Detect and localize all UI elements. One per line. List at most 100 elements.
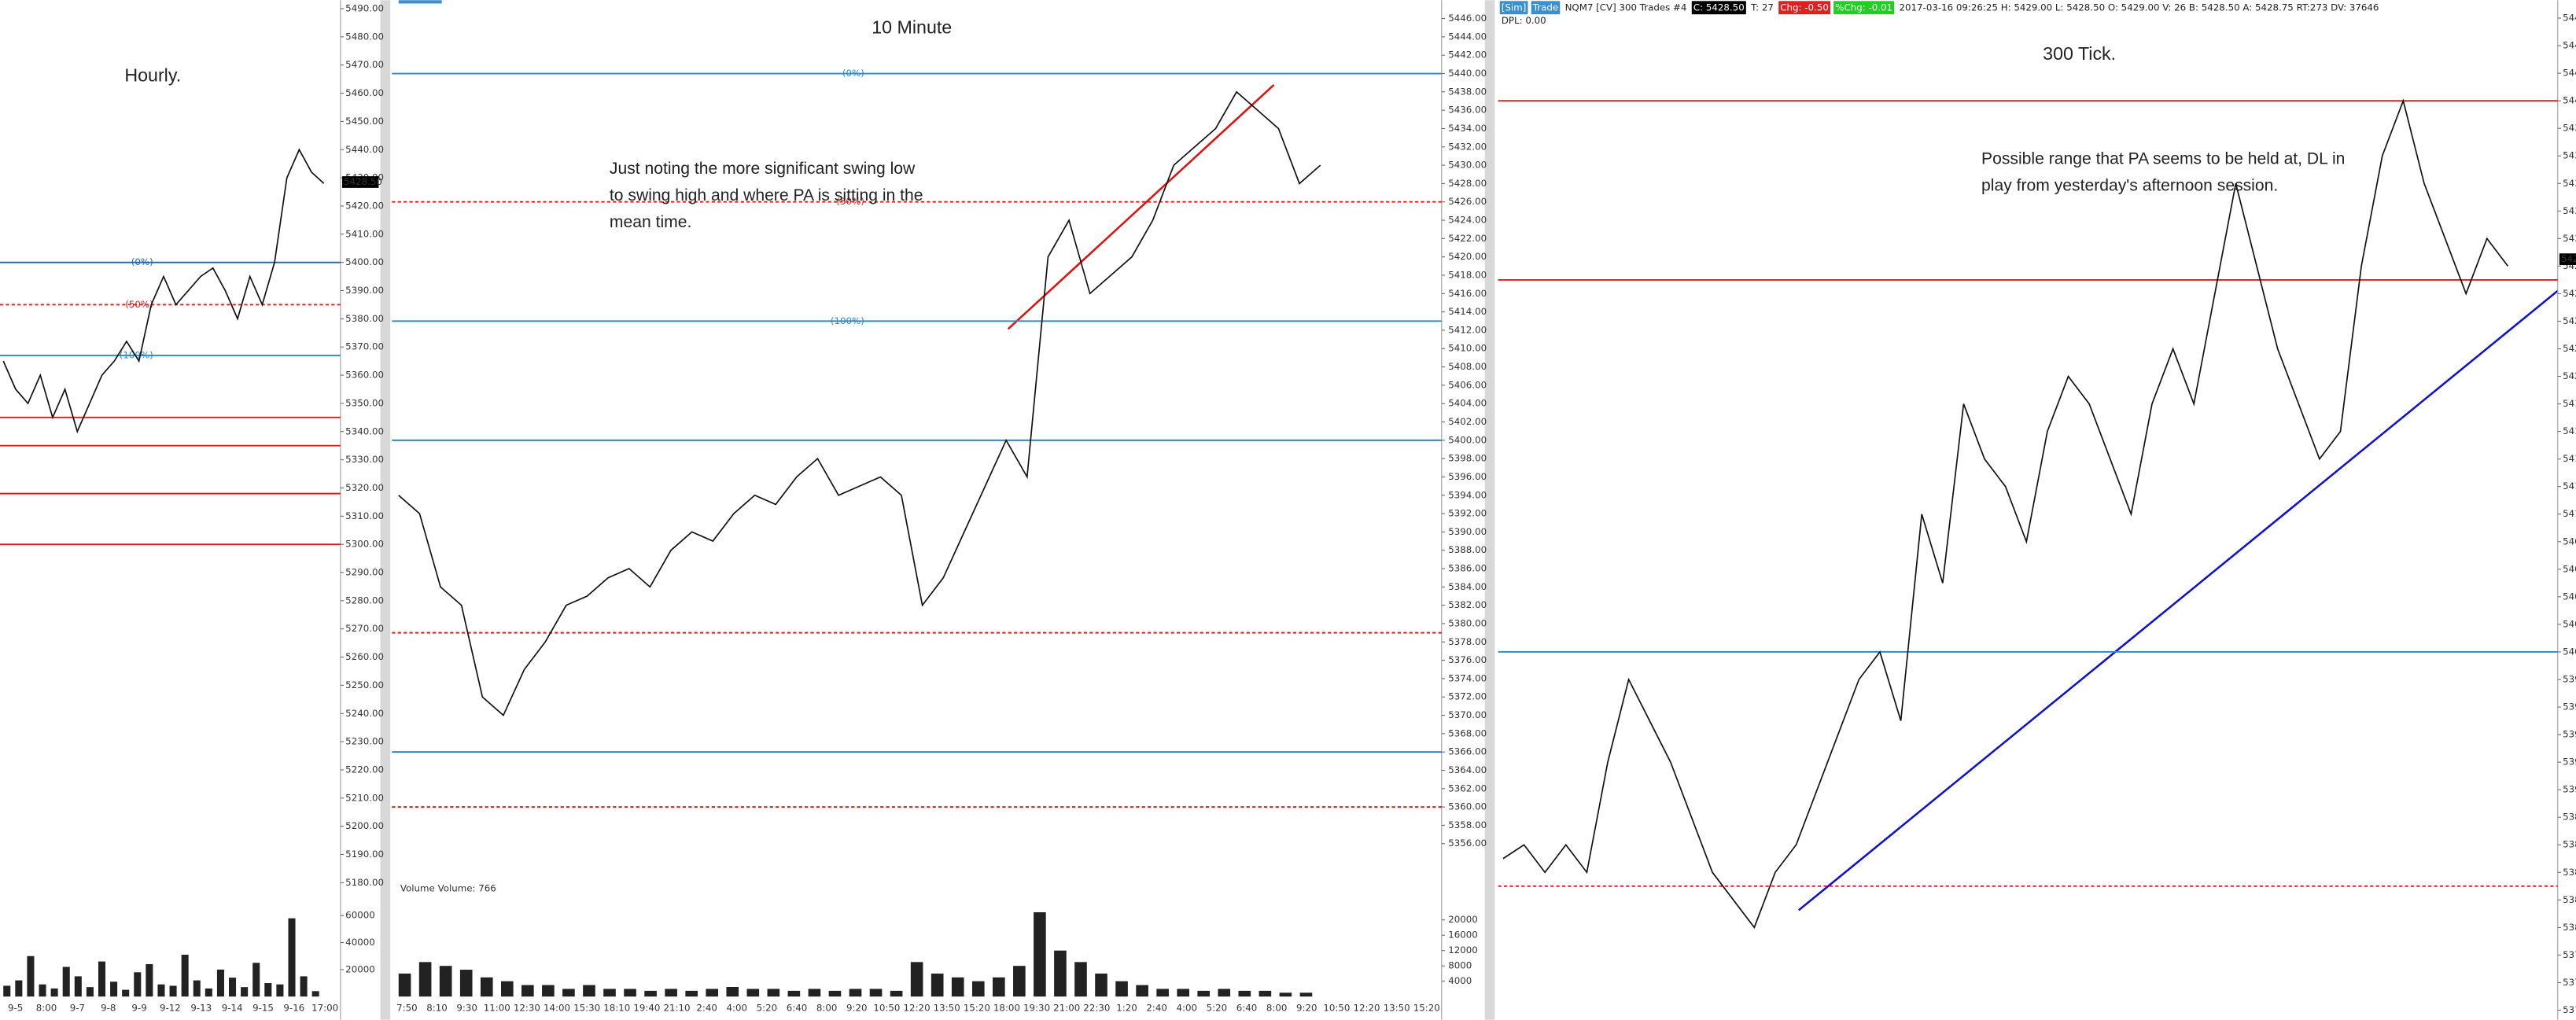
header-bg <box>1833 1 1895 15</box>
y-tick-label: 5418.00 <box>1448 269 1487 280</box>
y-tick-label: 5390.00 <box>1448 526 1487 537</box>
level-label: (50%) <box>836 196 864 207</box>
volume-bar <box>252 963 260 997</box>
x-tick-label: 18:10 <box>603 1002 630 1013</box>
y-tick-label: 5444.00 <box>1448 31 1487 42</box>
x-tick-label: 15:30 <box>573 1002 600 1013</box>
x-tick-label: 2:40 <box>1146 1002 1167 1013</box>
annotation: to swing high and where PA is sitting in… <box>610 186 923 204</box>
y-tick-label: 5438.00 <box>1448 86 1487 97</box>
y-tick-label: 5436.00 <box>2563 150 2576 161</box>
y-tick-label: 5428.00 <box>1448 178 1487 189</box>
volume-bar <box>1279 992 1292 997</box>
y-tick-label: 5480.00 <box>345 31 384 42</box>
y-tick-label: 5378.00 <box>1448 636 1487 647</box>
y-tick-label: 5374.00 <box>1448 672 1487 683</box>
x-tick-label: 22:30 <box>1083 1002 1110 1013</box>
x-tick-label: 9:20 <box>846 1002 868 1013</box>
price-line <box>398 90 1321 716</box>
y-tick-label: 5180.00 <box>345 877 384 888</box>
volume-bar <box>3 985 11 997</box>
x-tick-label: 19:30 <box>1023 1002 1050 1013</box>
header-bg <box>1531 1 1561 15</box>
level-label: (0%) <box>842 68 864 79</box>
volume-bar <box>205 988 212 997</box>
header-bg <box>1778 1 1830 15</box>
y-tick-label: 5420.00 <box>2563 370 2576 381</box>
volume-bar <box>459 970 473 997</box>
header-item: %Chg: -0.01 <box>1835 2 1892 13</box>
volume-bar <box>746 989 760 997</box>
header-sub: DPL: 0.00 <box>1502 15 1546 26</box>
y-tick-label: 5440.00 <box>2563 95 2576 106</box>
volume-bar <box>86 987 94 997</box>
y-tick-label: 5416.00 <box>2563 425 2576 436</box>
y-tick-label: 5408.00 <box>2563 536 2576 547</box>
y-tick-label: 5436.00 <box>1448 105 1487 116</box>
y-tick-label: 5422.00 <box>1448 233 1487 244</box>
y-tick-label: 5414.00 <box>2563 453 2576 464</box>
y-tick-label: 5396.00 <box>2563 701 2576 713</box>
y-tick-label: 5380.00 <box>345 313 384 324</box>
y-tick-label: 5396.00 <box>1448 471 1487 482</box>
trend-line <box>1007 84 1275 330</box>
y-tick-label: 5356.00 <box>1448 838 1487 849</box>
volume-bar <box>288 918 296 997</box>
x-tick-label: 17:00 <box>311 1002 338 1013</box>
volume-bar <box>562 989 575 997</box>
y-tick-label: 5440.00 <box>345 144 384 155</box>
x-tick-label: 12:30 <box>514 1002 540 1013</box>
volume-bar <box>1218 989 1231 997</box>
y-tick-label: 5406.00 <box>2563 563 2576 574</box>
y-tick-label: 5358.00 <box>1448 819 1487 830</box>
chart-title: 10 Minute <box>872 17 952 37</box>
x-tick-label: 8:00 <box>816 1002 838 1013</box>
x-tick-label: 9-14 <box>222 1002 243 1013</box>
header-item: C: 5428.50 <box>1693 2 1745 13</box>
y-tick-label: 5360.00 <box>1448 801 1487 812</box>
y-tick-label: 5376.00 <box>2563 977 2576 988</box>
volume-bar <box>665 989 677 997</box>
x-tick-label: 7:50 <box>396 1002 418 1013</box>
y-tick-label: 5392.00 <box>1448 508 1487 519</box>
volume-bar <box>110 981 118 997</box>
x-tick-label: 14:00 <box>544 1002 570 1013</box>
level-label: (0%) <box>131 256 153 267</box>
x-tick-label: 2:40 <box>696 1002 717 1013</box>
y-tick-label: 5300.00 <box>345 539 384 550</box>
volume-bar <box>869 989 883 997</box>
last-price-label: 5428.50 <box>2561 253 2576 264</box>
volume-bar <box>229 978 237 997</box>
x-tick-label: 21:00 <box>1053 1002 1080 1013</box>
y-tick-label: 5270.00 <box>345 623 384 634</box>
volume-bar <box>624 989 636 997</box>
last-price-box <box>2559 253 2576 266</box>
annotation: play from yesterday's afternoon session. <box>1981 176 2278 194</box>
y-tick-label: 5442.00 <box>2563 68 2576 79</box>
volume-bar <box>1136 985 1148 997</box>
y-tick-label: 5404.00 <box>2563 591 2576 602</box>
y-tick-label: 5370.00 <box>345 341 384 352</box>
x-tick-label: 9-7 <box>70 1002 85 1013</box>
volume-bar <box>603 989 616 997</box>
y-tick-label: 5240.00 <box>345 708 384 719</box>
x-tick-label: 8:10 <box>426 1002 448 1013</box>
y-tick-label: 5360.00 <box>345 370 384 381</box>
x-tick-label: 18:00 <box>993 1002 1020 1013</box>
volume-bar <box>500 981 514 997</box>
volume-tick-label: 12000 <box>1448 945 1478 956</box>
y-tick-label: 5460.00 <box>345 87 384 98</box>
header-item: 2017-03-16 09:26:25 H: 5429.00 L: 5428.5… <box>1900 2 2379 13</box>
y-tick-label: 5370.00 <box>1448 709 1487 720</box>
volume-bar <box>992 977 1005 997</box>
y-tick-label: 5444.00 <box>2563 40 2576 51</box>
volume-bar <box>971 981 985 997</box>
y-tick-label: 5392.00 <box>2563 757 2576 768</box>
volume-tick-label: 20000 <box>345 963 375 974</box>
annotation: Possible range that PA seems to be held … <box>1981 150 2345 168</box>
y-tick-label: 5446.00 <box>2563 13 2576 24</box>
volume-bar <box>74 976 82 997</box>
volume-bar <box>216 969 224 997</box>
volume-bar <box>1197 990 1211 997</box>
